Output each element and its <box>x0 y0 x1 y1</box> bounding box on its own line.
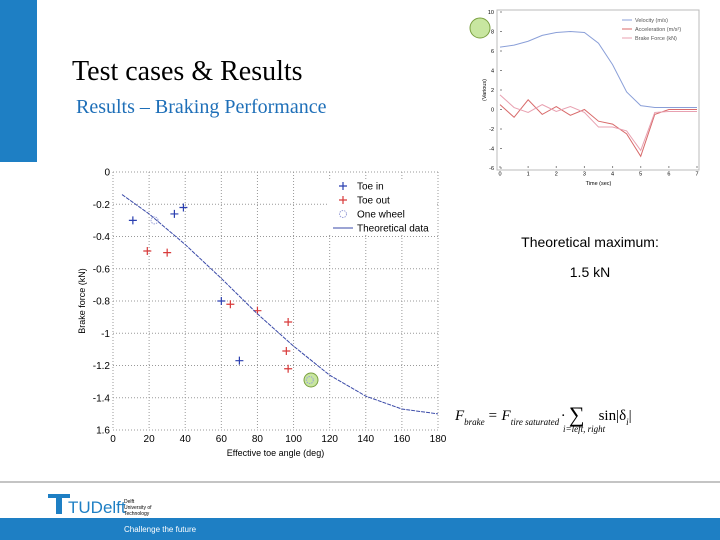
highlight <box>303 372 319 388</box>
point <box>305 376 314 385</box>
formula-part: F <box>454 408 465 424</box>
y-tick-label: -2 <box>489 127 494 133</box>
formula-part: sin|δ <box>599 408 627 424</box>
footer-bar <box>0 518 720 540</box>
point <box>143 247 152 256</box>
point <box>217 297 226 305</box>
org-name: Delft <box>124 499 135 505</box>
y-tick-label: 8 <box>491 29 494 35</box>
y-tick-label: 4 <box>491 68 494 74</box>
legend-marker <box>339 182 347 190</box>
tagline: Challenge the future <box>124 525 197 534</box>
inset-chart-frame <box>496 9 700 171</box>
formula-part: tire saturated <box>511 417 560 427</box>
x-axis-label: Effective toe angle (deg) <box>227 448 324 458</box>
y-tick-label: -0.4 <box>93 232 111 243</box>
y-tick-label: 10 <box>488 10 494 16</box>
point <box>128 216 137 225</box>
series-line <box>499 30 697 109</box>
series-line <box>499 98 697 158</box>
series-line <box>121 194 439 415</box>
y-tick-label: -6 <box>489 166 494 172</box>
x-tick-label: 4 <box>611 172 614 178</box>
y-tick-label: -0.8 <box>93 297 111 308</box>
x-tick-label: 7 <box>695 172 698 178</box>
legend-bg <box>327 193 437 207</box>
x-tick-label: 0 <box>498 172 501 178</box>
org-name: Technology <box>124 511 150 517</box>
y-tick-label: 6 <box>491 49 494 55</box>
x-tick-label: 20 <box>144 434 156 445</box>
legend-marker <box>339 196 347 204</box>
legend-label: Brake Force (kN) <box>635 36 677 42</box>
x-tick-label: 6 <box>667 172 670 178</box>
x-tick-label: 80 <box>252 434 264 445</box>
x-tick-label: 180 <box>430 434 447 445</box>
legend-label: Toe in <box>357 182 384 193</box>
point <box>284 364 293 373</box>
legend-label: Toe out <box>357 196 390 207</box>
x-tick-label: 1 <box>527 172 530 178</box>
formula-sum-index: i=left, right <box>563 424 606 434</box>
x-tick-label: 40 <box>180 434 192 445</box>
legend-label: Acceleration (m/s²) <box>635 27 681 33</box>
y-tick-label: -1 <box>101 329 110 340</box>
slide-subtitle: Results – Braking Performance <box>76 96 327 118</box>
x-tick-label: 60 <box>216 434 228 445</box>
legend-label: Theoretical data <box>357 224 429 235</box>
legend-marker <box>339 210 347 218</box>
logo-text: TUDelft <box>68 498 126 517</box>
point <box>163 248 172 257</box>
y-tick-label: 2 <box>491 88 494 94</box>
x-tick-label: 3 <box>583 172 586 178</box>
formula-part: brake <box>464 417 485 427</box>
legend-label: One wheel <box>357 210 405 221</box>
x-tick-label: 120 <box>321 434 338 445</box>
y-tick-label: -1.2 <box>93 361 111 372</box>
point <box>150 216 159 225</box>
y-axis-label: (Various) <box>482 79 488 101</box>
formula-part: i <box>626 417 629 427</box>
legend-bg <box>327 207 437 221</box>
legend-bg <box>327 179 437 193</box>
x-tick-label: 5 <box>639 172 642 178</box>
point <box>179 203 188 212</box>
series-line <box>499 94 697 152</box>
point <box>226 300 235 309</box>
point <box>284 317 293 326</box>
point <box>235 356 244 365</box>
x-tick-label: 140 <box>357 434 374 445</box>
slide-title: Test cases & Results <box>72 56 303 87</box>
logo-mark <box>48 494 70 514</box>
legend-label: Velocity (m/s) <box>635 18 668 24</box>
y-tick-label: 1.6 <box>96 426 110 437</box>
formula-part: = F <box>488 408 512 424</box>
point <box>170 209 179 218</box>
org-name: University of <box>124 505 152 511</box>
y-tick-label: -4 <box>489 146 494 152</box>
formula: Fbrake = Ftire saturated · ∑ sin|δi| <box>454 402 632 427</box>
y-tick-label: -1.4 <box>93 393 111 404</box>
y-axis-label: Brake force (kN) <box>77 268 87 334</box>
y-tick-label: 0 <box>104 168 110 179</box>
y-tick-label: -0.6 <box>93 264 111 275</box>
formula-part: · <box>561 408 565 424</box>
x-tick-label: 0 <box>110 434 116 445</box>
formula-part: ∑ <box>569 402 585 427</box>
x-tick-label: 2 <box>555 172 558 178</box>
y-tick-label: -0.2 <box>93 200 111 211</box>
x-axis-label: Time (sec) <box>586 181 612 187</box>
note-heading: Theoretical maximum: <box>521 234 659 250</box>
formula-part: | <box>629 408 632 424</box>
x-tick-label: 160 <box>394 434 411 445</box>
legend-bg <box>327 221 437 235</box>
highlight <box>469 17 491 39</box>
y-tick-label: 0 <box>491 107 494 113</box>
x-tick-label: 100 <box>285 434 302 445</box>
point <box>282 346 291 355</box>
side-bar <box>0 0 37 162</box>
note-value: 1.5 kN <box>570 264 610 280</box>
